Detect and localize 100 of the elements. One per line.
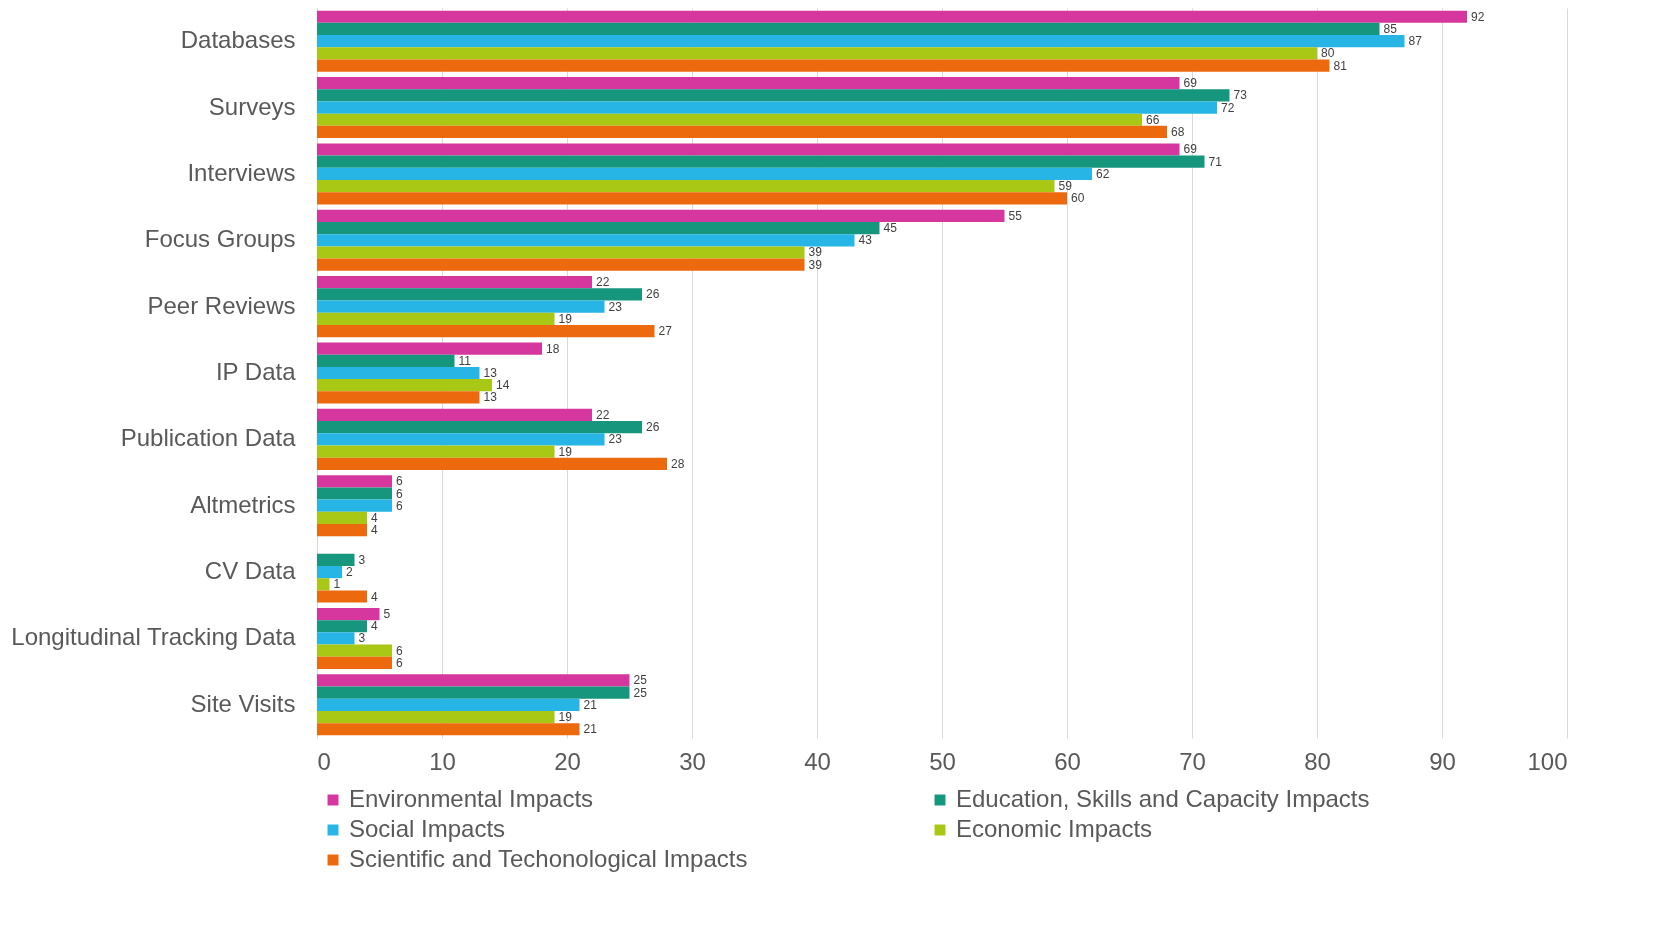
legend-label: Social Impacts <box>349 815 506 842</box>
bar <box>317 656 392 669</box>
bar <box>317 379 492 392</box>
data-label: 45 <box>883 221 898 236</box>
y-tick-label: Interviews <box>187 158 296 186</box>
y-tick-label: Databases <box>180 26 296 54</box>
bar <box>317 59 1330 72</box>
data-label: 60 <box>1071 191 1085 206</box>
bar <box>317 101 1217 114</box>
data-label: 28 <box>671 456 685 471</box>
bar <box>317 366 480 380</box>
bar <box>317 35 1405 48</box>
bar <box>317 590 367 603</box>
data-label: 4 <box>371 589 378 604</box>
bar <box>317 209 1005 222</box>
bar <box>317 644 392 657</box>
data-label: 81 <box>1333 58 1348 73</box>
bar <box>317 113 1142 126</box>
data-label: 11 <box>458 353 472 368</box>
bar <box>317 710 555 724</box>
bar <box>317 125 1167 139</box>
x-tick-label: 100 <box>1527 747 1568 775</box>
bar <box>317 607 380 621</box>
y-tick-label: Focus Groups <box>144 225 296 253</box>
data-label: 1 <box>333 577 341 592</box>
bar <box>317 324 655 338</box>
data-label: 6 <box>396 498 403 513</box>
data-label: 19 <box>558 444 573 459</box>
bar <box>317 511 367 525</box>
data-label: 72 <box>1221 100 1235 115</box>
data-label: 6 <box>396 486 403 501</box>
bar <box>317 300 605 313</box>
data-label: 69 <box>1183 76 1198 91</box>
bar <box>317 475 392 488</box>
data-label: 69 <box>1183 142 1198 157</box>
bar <box>317 553 355 566</box>
data-label: 19 <box>558 311 573 326</box>
data-label: 22 <box>596 407 610 422</box>
x-tick-label: 80 <box>1304 747 1331 775</box>
data-label: 6 <box>396 643 403 658</box>
data-label: 59 <box>1058 179 1073 194</box>
bar <box>317 192 1067 205</box>
x-tick-label: 10 <box>429 747 456 775</box>
bar <box>317 258 805 271</box>
data-label: 5 <box>383 607 391 622</box>
data-label: 85 <box>1383 21 1398 36</box>
data-label: 87 <box>1408 34 1423 49</box>
bar <box>317 565 342 579</box>
bar <box>317 686 630 699</box>
data-label: 68 <box>1171 124 1185 139</box>
legend-label: Environmental Impacts <box>349 785 594 812</box>
data-label: 92 <box>1471 9 1485 24</box>
x-tick-label: 70 <box>1179 747 1206 775</box>
y-tick-label: Peer Reviews <box>147 291 296 319</box>
y-tick-label: IP Data <box>215 358 297 385</box>
data-label: 6 <box>396 474 403 489</box>
data-label: 73 <box>1233 88 1248 103</box>
data-label: 55 <box>1008 208 1023 223</box>
bar <box>317 433 605 446</box>
legend-label: Scientific and Techonological Impacts <box>349 845 748 872</box>
bar <box>317 674 630 687</box>
data-label: 4 <box>371 510 378 525</box>
data-label: 62 <box>1096 166 1110 181</box>
data-label: 3 <box>358 552 366 567</box>
data-label: 26 <box>646 420 660 435</box>
y-tick-label: Site Visits <box>190 689 296 717</box>
x-tick-label: 50 <box>929 747 956 775</box>
data-label: 23 <box>608 432 623 447</box>
bar <box>317 312 555 325</box>
data-label: 13 <box>483 390 498 405</box>
data-label: 21 <box>583 722 598 737</box>
bar <box>317 421 642 434</box>
data-label: 66 <box>1146 112 1160 127</box>
y-tick-label: CV Data <box>204 557 297 585</box>
bar <box>317 155 1205 168</box>
y-tick-label: Surveys <box>208 92 296 120</box>
x-tick-label: 0 <box>317 747 331 775</box>
bar <box>317 620 367 633</box>
data-label: 14 <box>496 378 510 393</box>
bar <box>317 77 1180 90</box>
bar <box>317 499 392 512</box>
data-label: 26 <box>646 287 660 302</box>
data-label: 3 <box>358 631 366 646</box>
data-label: 39 <box>808 257 823 272</box>
bar <box>317 408 592 422</box>
data-label: 25 <box>633 685 648 700</box>
bar <box>317 276 592 289</box>
bar <box>317 89 1230 102</box>
x-tick-label: 90 <box>1429 747 1456 775</box>
bar <box>317 457 667 470</box>
x-tick-label: 20 <box>554 747 581 775</box>
bar <box>317 578 330 591</box>
bar <box>317 342 542 355</box>
bar <box>317 234 855 247</box>
bar <box>317 180 1055 193</box>
bar <box>317 22 1380 36</box>
bar <box>317 288 642 301</box>
bar <box>317 391 480 404</box>
data-label: 39 <box>808 245 823 260</box>
bar <box>317 487 392 500</box>
